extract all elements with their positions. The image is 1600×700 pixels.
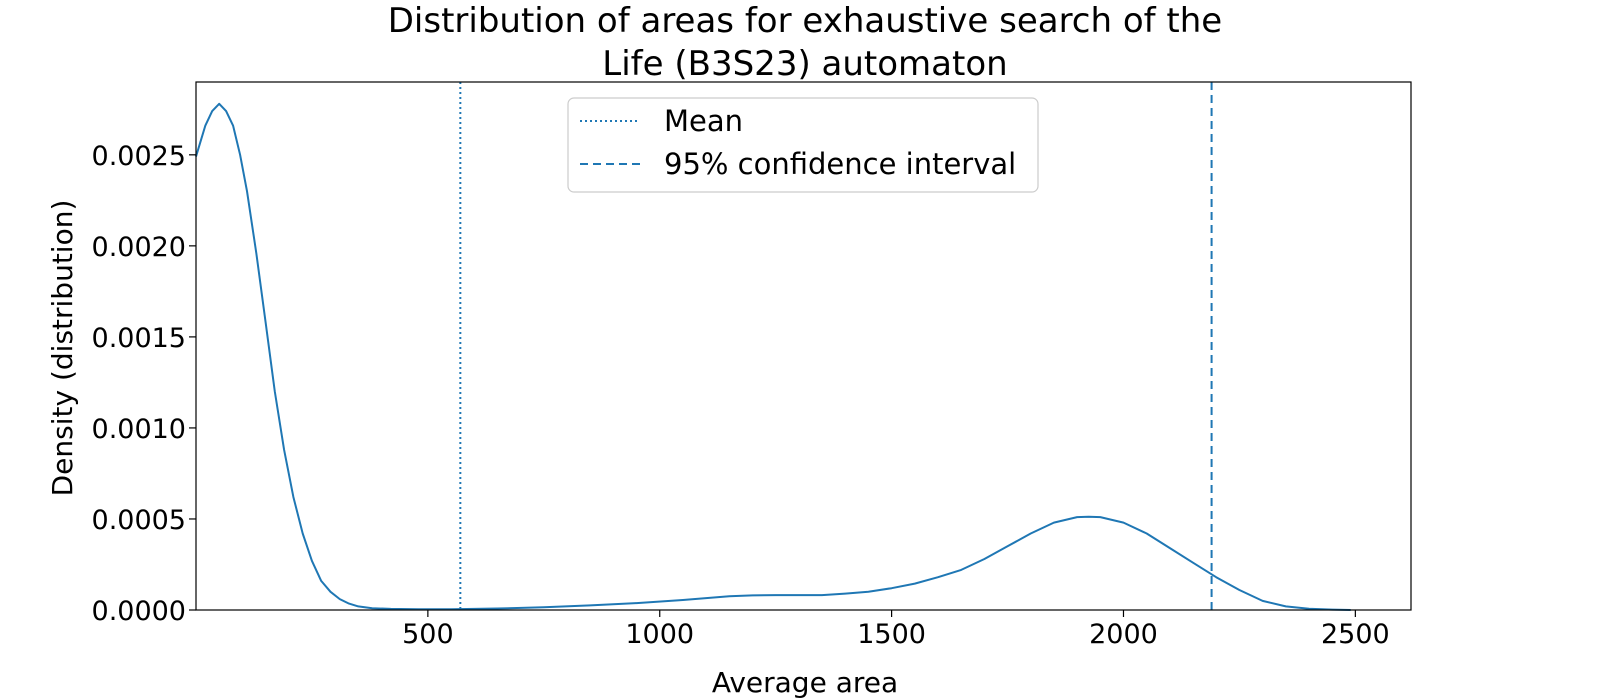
chart-title-line-1: Distribution of areas for exhaustive sea… [388,1,1222,41]
x-tick-label-2000: 2000 [1089,619,1158,650]
x-tick-label-500: 500 [402,619,454,650]
x-tick-label-1000: 1000 [625,619,694,650]
x-axis-label: Average area [712,666,898,699]
y-tick-label-0.0020: 0.0020 [92,232,186,263]
x-tick-label-2500: 2500 [1321,619,1390,650]
x-tick-label-1500: 1500 [857,619,926,650]
y-tick-label-0.0000: 0.0000 [92,596,186,627]
y-tick-label-0.0010: 0.0010 [92,414,186,445]
density-curve [195,102,1351,611]
axis-ticks: 500 1000 1500 2000 2500 0.0000 0.0005 0.0010 0.0… [92,141,1390,650]
y-axis-label: Density (distribution) [46,200,79,497]
plot-marks [195,82,1351,611]
chart-title-line-2: Life (B3S23) automaton [602,44,1007,84]
legend-box [567,97,1039,193]
y-tick-label-0.0005: 0.0005 [92,505,186,536]
y-tick-label-0.0025: 0.0025 [92,141,186,172]
plot-frame [195,81,1412,611]
legend-label-mean: Mean [664,104,743,138]
legend: Mean 95% confidence interval [567,97,1039,193]
y-tick-label-0.0015: 0.0015 [92,323,186,354]
legend-label-confidence-interval: 95% confidence interval [664,147,1016,181]
